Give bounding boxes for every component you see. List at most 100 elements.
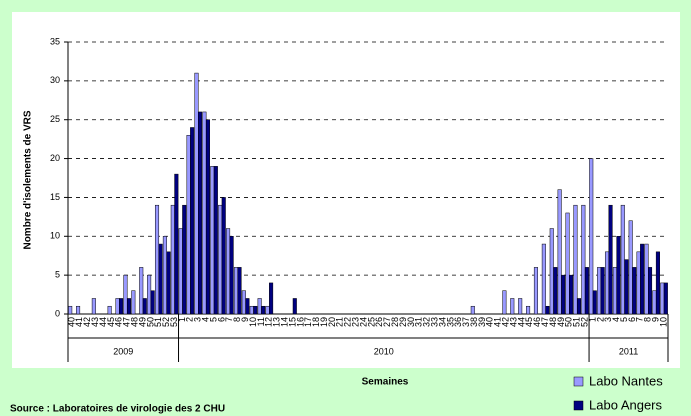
bar xyxy=(265,305,270,315)
x-tick-label: 51 xyxy=(572,317,582,327)
x-tick-label: 27 xyxy=(382,317,392,327)
bar xyxy=(107,305,112,315)
x-tick-label: 4 xyxy=(611,317,621,322)
bar xyxy=(636,251,641,315)
x-tick-label: 3 xyxy=(193,317,203,322)
bar xyxy=(518,298,523,315)
x-tick-label: 16 xyxy=(295,317,305,327)
bar xyxy=(154,204,160,315)
bar xyxy=(592,290,597,315)
x-tick-label: 9 xyxy=(240,317,250,322)
y-tick-label: 20 xyxy=(50,153,60,163)
x-tick-label: 49 xyxy=(137,317,147,327)
x-tick-label: 48 xyxy=(129,317,139,327)
y-tick-label: 0 xyxy=(55,308,60,318)
source: Source : Laboratoires de virologie des 2… xyxy=(10,404,225,415)
bar xyxy=(202,111,207,315)
bar xyxy=(604,251,610,315)
bar xyxy=(589,158,594,315)
x-tick-label: 14 xyxy=(279,317,289,327)
x-tick-label: 47 xyxy=(122,317,132,327)
x-tick-label: 44 xyxy=(98,317,108,327)
x-tick-label: 10 xyxy=(658,317,668,327)
bar xyxy=(640,243,645,315)
bar xyxy=(545,305,550,315)
bar xyxy=(628,220,633,315)
bar xyxy=(150,290,155,315)
bar xyxy=(210,166,215,315)
x-tick-label: 30 xyxy=(406,317,416,327)
x-tick-label: 45 xyxy=(106,317,116,327)
x-tick-label: 11 xyxy=(256,317,266,326)
bar xyxy=(569,274,574,315)
y-tick-label: 30 xyxy=(50,75,60,85)
x-tick-label: 51 xyxy=(153,317,163,327)
bar xyxy=(190,127,195,315)
x-tick-label: 10 xyxy=(248,317,258,327)
x-tick-label: 41 xyxy=(74,317,84,327)
x-tick-label: 18 xyxy=(311,317,321,327)
x-tick-label: 52 xyxy=(579,317,589,327)
bar xyxy=(533,267,538,315)
bar xyxy=(68,305,73,315)
y-tick-label: 5 xyxy=(55,270,60,280)
bar xyxy=(241,290,246,315)
x-tick-label: 41 xyxy=(493,317,503,327)
bar xyxy=(576,298,582,315)
bar xyxy=(226,228,231,315)
x-tick-label: 4 xyxy=(201,317,211,322)
x-tick-label: 23 xyxy=(351,317,361,327)
bar xyxy=(147,274,152,315)
x-tick-label: 20 xyxy=(327,317,337,327)
legend-label: Labo Nantes xyxy=(589,373,663,388)
bar xyxy=(249,305,254,315)
bar xyxy=(557,189,562,315)
bar xyxy=(194,72,199,315)
legend-label: Labo Angers xyxy=(589,397,663,412)
x-tick-label: 5 xyxy=(208,317,218,322)
bar xyxy=(205,119,210,315)
bar xyxy=(182,204,187,315)
x-tick-label: 21 xyxy=(335,317,345,327)
x-tick-label: 1 xyxy=(587,317,597,322)
y-axis-label: Nombre d'isolements de VRS xyxy=(23,110,34,249)
x-tick-label: 2 xyxy=(185,317,195,322)
bar xyxy=(510,298,515,315)
x-tick-label: 40 xyxy=(66,317,76,327)
bar xyxy=(198,111,203,315)
bar xyxy=(229,236,234,315)
year-label: 2011 xyxy=(619,346,638,356)
bar xyxy=(174,173,179,315)
bar xyxy=(652,290,657,315)
bar xyxy=(526,305,531,315)
bar xyxy=(91,298,96,315)
bar xyxy=(233,267,238,315)
x-tick-label: 31 xyxy=(414,317,424,327)
y-tick-label: 35 xyxy=(50,36,60,46)
y-tick-label: 10 xyxy=(50,231,60,241)
x-tick-label: 1 xyxy=(177,317,187,322)
x-tick-label: 48 xyxy=(548,317,558,327)
bar xyxy=(553,267,558,315)
bar xyxy=(123,274,128,315)
x-tick-label: 7 xyxy=(635,317,645,322)
bar xyxy=(76,305,81,315)
x-tick-label: 37 xyxy=(461,317,471,327)
bar xyxy=(213,166,218,315)
x-tick-label: 53 xyxy=(169,317,179,327)
bar xyxy=(541,243,546,315)
bar xyxy=(186,135,191,315)
bar xyxy=(644,243,649,315)
x-tick-label: 44 xyxy=(516,317,526,327)
bar xyxy=(632,267,637,315)
x-tick-label: 42 xyxy=(501,317,511,327)
y-tick-label: 25 xyxy=(50,114,60,124)
x-tick-label: 46 xyxy=(114,317,124,327)
x-tick-label: 33 xyxy=(429,317,439,327)
x-tick-label: 42 xyxy=(82,317,92,327)
bar xyxy=(245,298,250,315)
bar xyxy=(218,204,223,315)
x-tick-label: 43 xyxy=(90,317,100,327)
bar xyxy=(162,236,167,315)
